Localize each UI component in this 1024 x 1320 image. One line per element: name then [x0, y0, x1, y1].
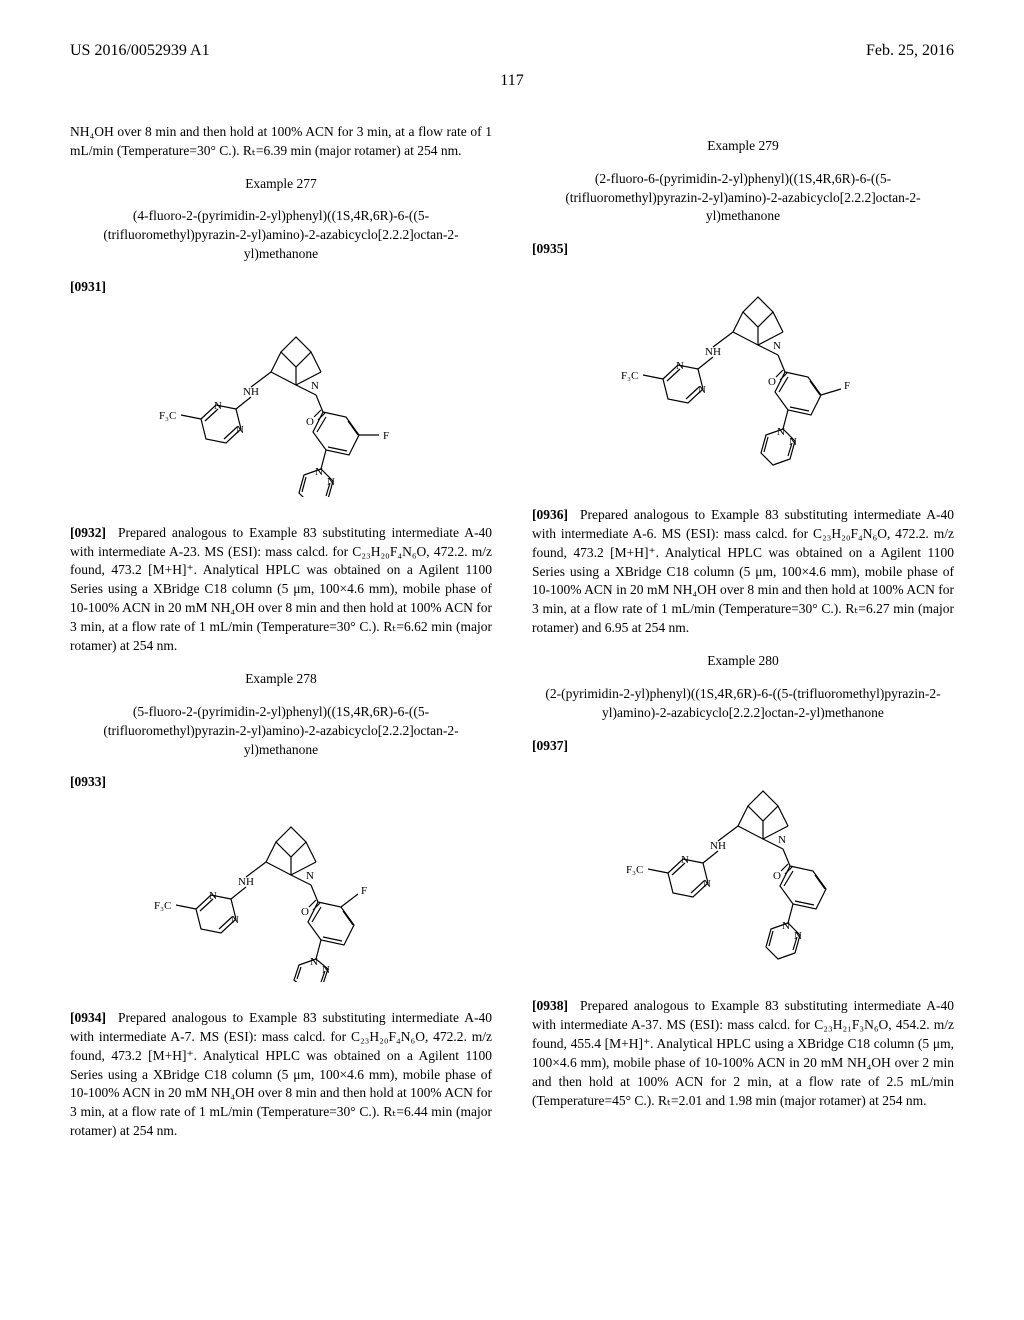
label-O: O: [306, 416, 314, 428]
header-right: Feb. 25, 2016: [866, 40, 954, 62]
label-N3: N: [236, 424, 244, 436]
label-F3C: F₃C: [626, 864, 643, 876]
label-N4: N: [315, 466, 323, 478]
label-F: F: [361, 885, 367, 897]
label-N: N: [778, 834, 786, 846]
label-NH: NH: [705, 346, 721, 358]
example-278-title: Example 278: [70, 670, 492, 689]
label-N5: N: [794, 930, 802, 942]
label-N5: N: [322, 964, 330, 976]
label-N2: N: [209, 890, 217, 902]
label-O: O: [773, 870, 781, 882]
para-0938: [0938] Prepared analogous to Example 83 …: [532, 997, 954, 1110]
page-number: 117: [70, 70, 954, 92]
para-0935: [0935]: [532, 241, 568, 256]
para-0936: [0936] Prepared analogous to Example 83 …: [532, 506, 954, 638]
label-N: N: [306, 870, 314, 882]
label-N3: N: [703, 878, 711, 890]
label-N4: N: [777, 426, 785, 438]
example-279-name: (2-fluoro-6-(pyrimidin-2-yl)phenyl)((1S,…: [532, 170, 954, 227]
label-N2: N: [681, 854, 689, 866]
structure-279: N NH O F N N F₃C N N: [532, 279, 954, 486]
label-N: N: [773, 340, 781, 352]
label-O: O: [768, 376, 776, 388]
label-NH: NH: [238, 876, 254, 888]
label-N2: N: [214, 400, 222, 412]
label-O: O: [301, 906, 309, 918]
label-NH: NH: [243, 386, 259, 398]
label-N4: N: [310, 956, 318, 968]
example-280-name: (2-(pyrimidin-2-yl)phenyl)((1S,4R,6R)-6-…: [532, 685, 954, 723]
left-column: NH₄OH over 8 min and then hold at 100% A…: [70, 123, 492, 1155]
label-F: F: [383, 430, 389, 442]
example-277-title: Example 277: [70, 175, 492, 194]
label-F3C: F₃C: [159, 410, 176, 422]
example-279-title: Example 279: [532, 137, 954, 156]
columns-container: NH₄OH over 8 min and then hold at 100% A…: [70, 123, 954, 1155]
label-N2: N: [676, 360, 684, 372]
label-F3C: F₃C: [621, 370, 638, 382]
para-0932: [0932] Prepared analogous to Example 83 …: [70, 524, 492, 656]
structure-277: N NH O F N N F₃C N N: [70, 317, 492, 504]
label-N4: N: [782, 920, 790, 932]
para-0934: [0934] Prepared analogous to Example 83 …: [70, 1009, 492, 1141]
structure-278: N NH O F N N F₃C N N: [70, 812, 492, 989]
header-left: US 2016/0052939 A1: [70, 40, 210, 62]
example-277-name: (4-fluoro-2-(pyrimidin-2-yl)phenyl)((1S,…: [70, 207, 492, 264]
para-0937: [0937]: [532, 738, 568, 753]
example-278-name: (5-fluoro-2-(pyrimidin-2-yl)phenyl)((1S,…: [70, 703, 492, 760]
label-N5: N: [789, 436, 797, 448]
para-0933: [0933]: [70, 774, 106, 789]
para-0931: [0931]: [70, 279, 106, 294]
structure-280: N NH O N N F₃C N N: [532, 776, 954, 978]
label-NH: NH: [710, 840, 726, 852]
right-column: Example 279 (2-fluoro-6-(pyrimidin-2-yl)…: [532, 123, 954, 1155]
label-N: N: [311, 380, 319, 392]
label-F3C: F₃C: [154, 900, 171, 912]
label-N3: N: [698, 384, 706, 396]
example-280-title: Example 280: [532, 652, 954, 671]
label-N5: N: [327, 476, 335, 488]
label-F: F: [844, 380, 850, 392]
intro-paragraph: NH₄OH over 8 min and then hold at 100% A…: [70, 123, 492, 161]
label-N3: N: [231, 914, 239, 926]
